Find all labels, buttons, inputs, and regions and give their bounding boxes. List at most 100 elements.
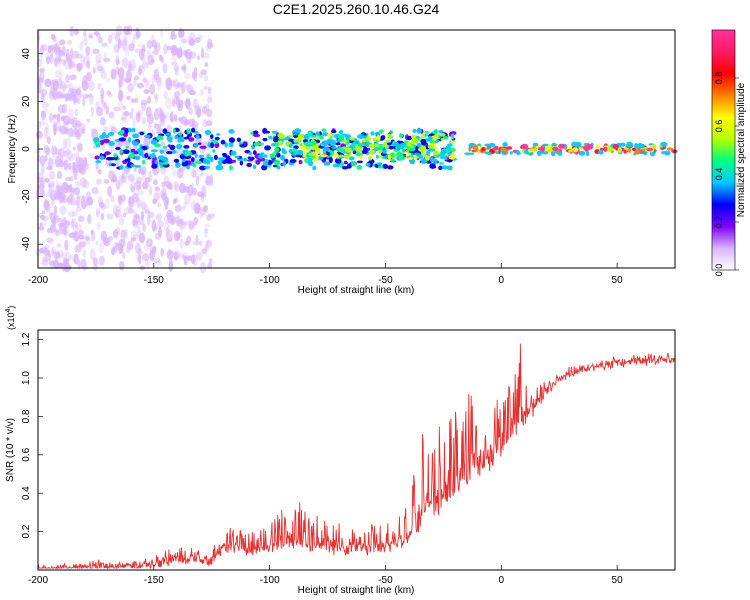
heatmap-cell bbox=[52, 113, 60, 126]
heatmap-cell bbox=[363, 146, 368, 153]
heatmap-cell bbox=[55, 70, 61, 78]
x-tick-label: 0 bbox=[498, 275, 504, 286]
snr-x-ticks: -200 -150 -100 -50 0 50 bbox=[28, 565, 623, 586]
heatmap-cell bbox=[308, 153, 315, 156]
heatmap-cell bbox=[64, 83, 70, 89]
heatmap-cell bbox=[170, 44, 176, 54]
heatmap-cell bbox=[53, 251, 61, 260]
colorbar-ticks: 0.0 0.2 0.4 0.6 0.8 bbox=[714, 72, 739, 276]
heatmap-cell bbox=[115, 59, 121, 65]
heatmap-cell bbox=[47, 189, 52, 198]
heatmap-cell bbox=[246, 162, 252, 168]
heatmap-cell bbox=[207, 96, 213, 103]
heatmap-cell bbox=[203, 179, 208, 186]
heatmap-cell bbox=[189, 87, 195, 92]
heatmap-cell bbox=[160, 156, 168, 162]
heatmap-cell bbox=[108, 111, 115, 119]
heatmap-cell bbox=[406, 135, 413, 141]
heatmap-cell bbox=[208, 86, 212, 95]
heatmap-cell bbox=[484, 143, 492, 147]
heatmap-cell bbox=[95, 160, 102, 164]
heatmap-cell bbox=[166, 151, 173, 155]
heatmap-cell bbox=[386, 165, 394, 170]
heatmap-cell bbox=[40, 247, 48, 254]
heatmap-cell bbox=[174, 83, 182, 88]
y-tick-label: 1.2 bbox=[21, 332, 32, 346]
heatmap-cell bbox=[127, 157, 131, 164]
heatmap-cell bbox=[68, 60, 75, 69]
heatmap-cell bbox=[93, 31, 100, 36]
heatmap-cell bbox=[183, 221, 188, 226]
heatmap-cell bbox=[296, 149, 304, 156]
heatmap-cell bbox=[71, 130, 78, 138]
heatmap-cell bbox=[118, 93, 125, 101]
heatmap-cell bbox=[537, 147, 543, 151]
heatmap-cell bbox=[255, 159, 260, 165]
heatmap-cell bbox=[38, 225, 45, 231]
heatmap-cell bbox=[159, 54, 163, 62]
heatmap-cell bbox=[146, 238, 153, 247]
heatmap-cell bbox=[60, 252, 68, 259]
heatmap-cell bbox=[208, 257, 213, 264]
heatmap-cell bbox=[88, 93, 93, 98]
heatmap-cell bbox=[135, 242, 141, 254]
heatmap-cell bbox=[199, 145, 207, 149]
heatmap-cell bbox=[276, 152, 281, 158]
heatmap-cell bbox=[252, 164, 257, 169]
heatmap-cell bbox=[47, 45, 52, 54]
heatmap-cell bbox=[77, 98, 81, 105]
heatmap-cell bbox=[229, 165, 233, 171]
heatmap-cell bbox=[52, 114, 57, 119]
heatmap-cell bbox=[641, 148, 646, 152]
heatmap-cell bbox=[252, 150, 257, 156]
heatmap-cell bbox=[76, 93, 84, 99]
heatmap-cell bbox=[98, 242, 105, 254]
heatmap-cell bbox=[55, 121, 62, 128]
heatmap-cell bbox=[417, 143, 422, 148]
heatmap-cell bbox=[447, 165, 453, 171]
heatmap-cell bbox=[129, 59, 137, 72]
heatmap-cell bbox=[49, 53, 54, 64]
heatmap-cell bbox=[101, 235, 109, 244]
heatmap-cell bbox=[74, 199, 80, 206]
heatmap-cell bbox=[138, 151, 144, 156]
heatmap-cell bbox=[123, 212, 127, 218]
heatmap-cell bbox=[113, 153, 118, 158]
heatmap-cell bbox=[200, 47, 205, 59]
heatmap-cell bbox=[125, 145, 129, 149]
x-tick-label: -150 bbox=[144, 575, 164, 586]
heatmap-cell bbox=[207, 38, 213, 50]
heatmap-cell bbox=[188, 38, 196, 47]
heatmap-cell bbox=[423, 154, 428, 158]
heatmap-cell bbox=[121, 57, 129, 69]
heatmap-cell bbox=[146, 40, 154, 49]
heatmap-cell bbox=[542, 143, 549, 147]
heatmap-cell bbox=[160, 247, 164, 257]
heatmap-cell bbox=[125, 173, 130, 178]
heatmap-cell bbox=[378, 145, 384, 151]
heatmap-cell bbox=[103, 179, 110, 184]
heatmap-cell bbox=[413, 156, 420, 159]
heatmap-cell bbox=[166, 136, 173, 142]
heatmap-cell bbox=[43, 199, 49, 211]
heatmap-cell bbox=[44, 177, 50, 183]
heatmap-cell bbox=[49, 170, 56, 181]
heatmap-cell bbox=[502, 142, 508, 147]
heatmap-cell bbox=[56, 185, 60, 191]
heatmap-cell bbox=[110, 247, 116, 256]
heatmap-cell bbox=[323, 161, 331, 166]
heatmap-cell bbox=[124, 77, 132, 84]
heatmap-cell bbox=[130, 237, 136, 242]
heatmap-cell bbox=[139, 166, 147, 175]
heatmap-cell bbox=[166, 45, 172, 51]
heatmap-cell bbox=[203, 227, 209, 239]
heatmap-cell bbox=[205, 239, 213, 248]
heatmap-cell bbox=[182, 63, 187, 74]
heatmap-cell bbox=[262, 127, 268, 134]
heatmap-cell bbox=[120, 229, 127, 241]
heatmap-cell bbox=[39, 222, 43, 227]
heatmap-cell bbox=[134, 165, 142, 168]
heatmap-cell bbox=[42, 215, 49, 221]
heatmap-cell bbox=[191, 71, 196, 80]
heatmap-cell bbox=[100, 94, 104, 104]
